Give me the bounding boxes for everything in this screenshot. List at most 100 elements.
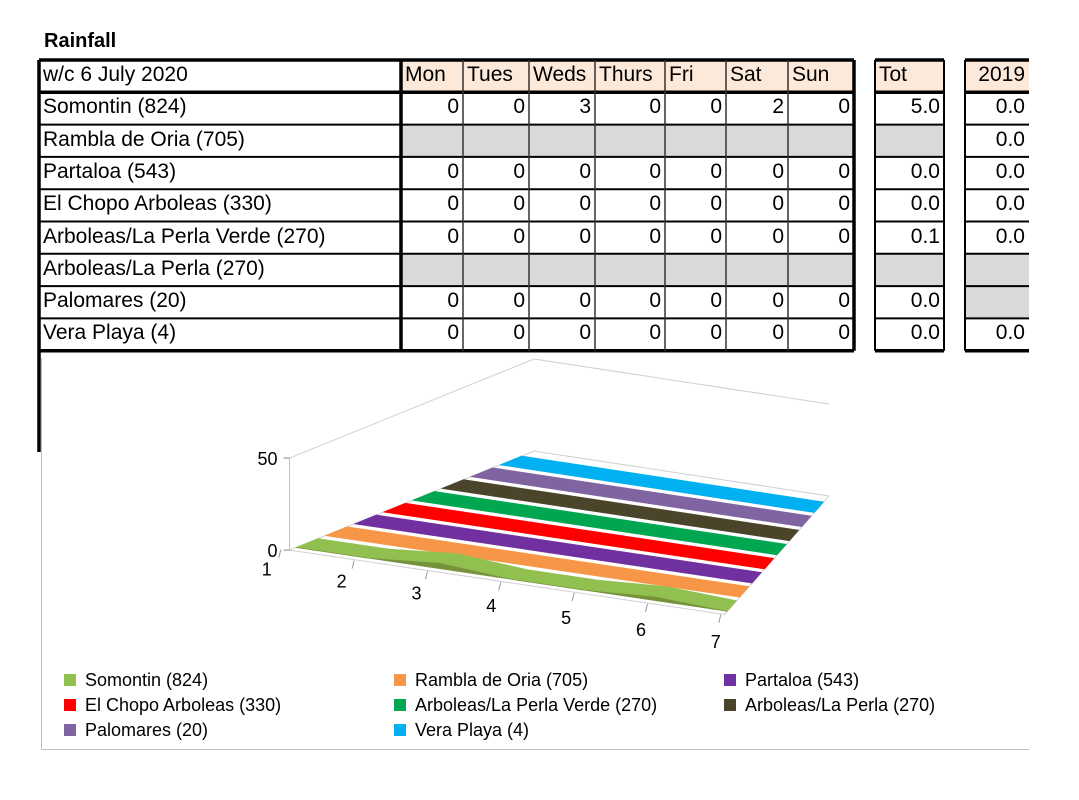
rain-value: 0	[710, 192, 722, 216]
rain-value	[726, 124, 788, 157]
rain-value	[595, 253, 665, 287]
x-tick-label: 5	[561, 608, 571, 628]
rain-value: 0	[710, 289, 722, 313]
rain-value: 0	[513, 224, 525, 248]
total-value: 0.0	[910, 192, 940, 216]
series-ribbon	[440, 479, 800, 542]
day-header: Sat	[726, 60, 788, 93]
rain-value: 0	[649, 159, 661, 183]
x-tick-label: 3	[411, 584, 421, 604]
legend-label: Vera Playa (4)	[415, 720, 529, 740]
rain-value: 0	[710, 224, 722, 248]
legend-swatch	[64, 699, 76, 711]
x-tick	[351, 560, 355, 569]
rain-value: 0	[513, 159, 525, 183]
rain-value: 0	[579, 289, 591, 313]
x-tick-label: 6	[636, 620, 646, 640]
total-value	[875, 253, 944, 287]
total-value: 0.0	[910, 321, 940, 345]
y-tick-label: 0	[268, 541, 278, 561]
station-name: Palomares (20)	[43, 289, 187, 313]
rain-value: 0	[513, 289, 525, 313]
series-ribbon	[353, 514, 763, 584]
rain-value: 0	[447, 224, 459, 248]
day-header: Fri	[665, 60, 726, 93]
rain-value	[401, 253, 463, 287]
legend-label: Somontin (824)	[85, 670, 208, 690]
y-tick-label: 50	[258, 449, 278, 469]
rain-value: 0	[649, 192, 661, 216]
legend-label: Palomares (20)	[85, 720, 208, 740]
rain-value: 0	[838, 95, 850, 119]
rain-value: 0	[649, 289, 661, 313]
chart-area: 0 50 1 2 3 4 5 6 7 Somontin (824) Rambla de Oria (…	[41, 358, 1029, 750]
rain-value: 0	[838, 224, 850, 248]
page-title: Rainfall	[44, 30, 117, 52]
day-header: Mon	[401, 60, 463, 93]
rain-value	[788, 253, 854, 287]
rain-value	[665, 124, 726, 157]
station-name: Arboleas/La Perla Verde (270)	[43, 224, 326, 248]
rain-value: 0	[649, 224, 661, 248]
total-value: 5.0	[910, 95, 940, 119]
legend-swatch	[64, 674, 76, 686]
series-ribbon	[411, 491, 787, 556]
rain-value	[529, 124, 595, 157]
x-tick-label: 2	[337, 572, 347, 592]
prev-year-value	[965, 286, 1029, 319]
series-ribbon	[498, 455, 825, 513]
rain-value: 0	[513, 321, 525, 345]
rain-value: 0	[710, 95, 722, 119]
series-front-face	[295, 547, 728, 612]
rain-value: 0	[649, 95, 661, 119]
x-tick	[498, 582, 502, 591]
rain-value	[788, 124, 854, 157]
rain-value: 0	[772, 159, 784, 183]
week-label: w/c 6 July 2020	[43, 63, 188, 86]
series-ribbon	[469, 467, 812, 528]
legend-swatch	[724, 699, 736, 711]
rain-value: 2	[772, 95, 784, 119]
prev-year-value: 0.0	[995, 95, 1025, 119]
rain-value: 0	[513, 95, 525, 119]
x-tick	[571, 592, 575, 602]
legend-swatch	[724, 674, 736, 686]
rain-value: 0	[649, 321, 661, 345]
series-ribbon	[324, 526, 750, 598]
legend-swatch	[64, 724, 76, 736]
legend-swatch	[394, 699, 406, 711]
rain-value	[529, 253, 595, 287]
x-tick-label: 1	[262, 560, 272, 580]
rain-value: 0	[710, 321, 722, 345]
rain-value: 0	[579, 159, 591, 183]
total-value: 0.0	[910, 289, 940, 313]
total-value: 0.1	[910, 224, 940, 248]
prev-year-value	[965, 253, 1029, 287]
day-header: Sun	[788, 60, 854, 93]
rain-value: 0	[447, 321, 459, 345]
rain-value: 0	[447, 289, 459, 313]
total-value: 0.0	[910, 159, 940, 183]
rain-value: 0	[447, 95, 459, 119]
rain-value: 0	[838, 321, 850, 345]
station-name: Arboleas/La Perla (270)	[43, 256, 265, 280]
rain-value: 0	[772, 192, 784, 216]
rain-value	[665, 253, 726, 287]
prev-year-value: 0.0	[995, 192, 1025, 216]
day-header: Thurs	[595, 60, 665, 93]
series-ribbon	[382, 502, 775, 570]
day-header: Tues	[463, 60, 529, 93]
table-grid	[37, 58, 1029, 452]
rain-value: 0	[579, 192, 591, 216]
legend-label: Rambla de Oria (705)	[415, 670, 588, 690]
rain-value: 0	[447, 159, 459, 183]
rain-value: 0	[838, 192, 850, 216]
rain-value	[463, 124, 529, 157]
legend-swatch	[394, 724, 406, 736]
rain-value	[595, 124, 665, 157]
rain-value: 0	[513, 192, 525, 216]
station-name: Rambla de Oria (705)	[43, 127, 245, 151]
station-name: Somontin (824)	[43, 95, 187, 119]
x-tick	[278, 549, 282, 558]
station-name: Vera Playa (4)	[43, 321, 177, 345]
